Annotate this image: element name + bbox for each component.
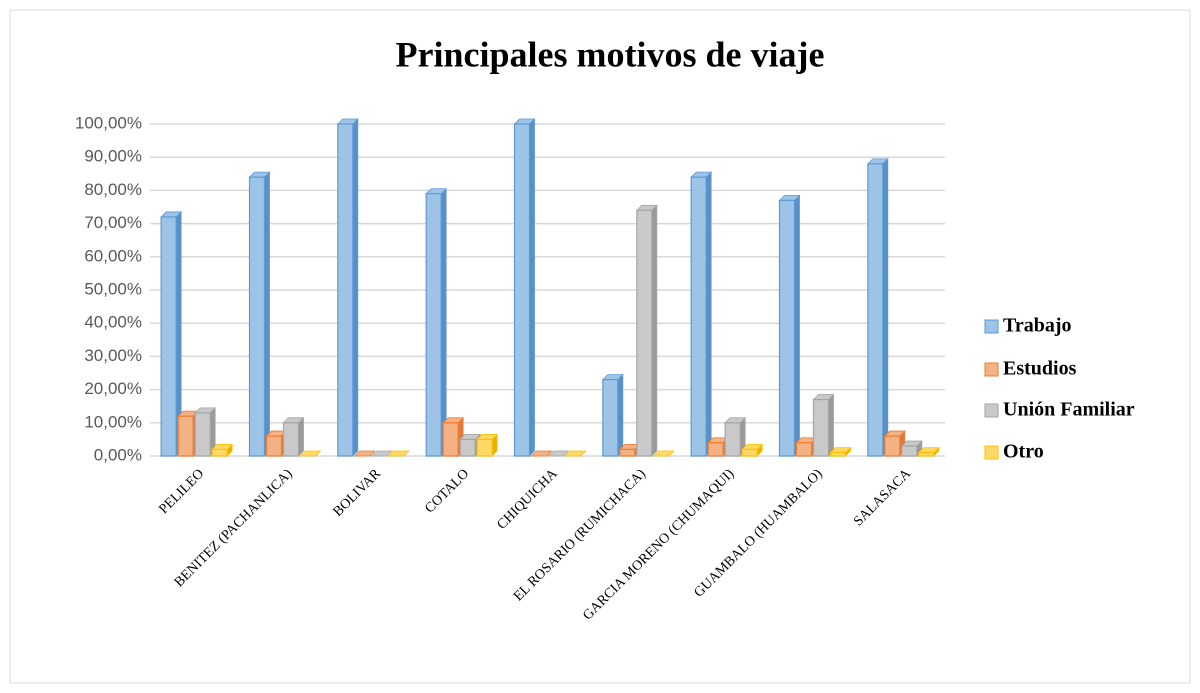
y-tick-label: 100,00% — [75, 113, 142, 132]
chart-title: Principales motivos de viaje — [396, 34, 825, 74]
bar-side — [264, 171, 270, 457]
bar — [918, 452, 935, 457]
legend-swatch — [984, 319, 999, 334]
bar — [265, 435, 283, 457]
bar — [812, 398, 830, 457]
bar — [459, 438, 476, 457]
legend-label: Otro — [1003, 441, 1044, 463]
legend-label: Estudios — [1003, 358, 1077, 380]
bar-top — [564, 450, 587, 457]
bar — [282, 422, 300, 457]
bar — [619, 448, 636, 457]
bar — [513, 123, 531, 457]
bar-side — [352, 118, 359, 457]
bar — [795, 442, 813, 457]
y-tick-label: 70,00% — [84, 213, 142, 232]
bar — [337, 123, 354, 457]
bar-top — [530, 450, 553, 457]
bar — [724, 422, 741, 457]
bar — [829, 452, 847, 457]
bar-side — [705, 171, 712, 457]
bar-top — [299, 450, 322, 457]
bar — [636, 209, 653, 457]
bar-top — [353, 450, 376, 457]
bar-side — [298, 416, 304, 457]
bar — [177, 415, 194, 457]
legend-label: Unión Familiar — [1003, 399, 1135, 421]
bar-top — [652, 450, 675, 457]
bar — [476, 438, 493, 457]
bar — [442, 422, 459, 457]
bar — [690, 176, 707, 457]
y-tick-label: 0,00% — [94, 445, 142, 464]
bar-side — [440, 187, 447, 457]
y-tick-label: 50,00% — [84, 279, 142, 298]
bar — [211, 448, 228, 457]
legend-swatch — [984, 362, 999, 377]
bar — [602, 379, 619, 457]
y-tick-label: 90,00% — [84, 147, 142, 166]
bar — [160, 216, 177, 457]
chart-border — [9, 9, 1191, 684]
bar-side — [617, 373, 624, 457]
bar-top — [547, 450, 570, 457]
bar-side — [794, 194, 800, 457]
bar-side — [529, 118, 535, 457]
y-tick-label: 30,00% — [84, 346, 142, 365]
y-tick-label: 10,00% — [84, 412, 142, 431]
bar-top — [387, 450, 410, 457]
legend-label: Trabajo — [1003, 315, 1072, 337]
bar — [707, 442, 724, 457]
bar — [884, 435, 901, 457]
y-tick-label: 40,00% — [84, 313, 142, 332]
y-tick-label: 80,00% — [84, 180, 142, 199]
y-tick-label: 20,00% — [84, 379, 142, 398]
legend-swatch — [984, 445, 999, 460]
bar — [248, 176, 266, 457]
bar-side — [882, 157, 889, 457]
bar-side — [651, 204, 658, 457]
bar-top — [370, 450, 393, 457]
bar — [867, 163, 884, 457]
legend-swatch — [984, 403, 999, 418]
bar — [901, 445, 918, 457]
bar — [741, 448, 758, 457]
bar — [425, 193, 442, 457]
bar — [778, 199, 796, 457]
bar-side — [828, 393, 834, 457]
y-tick-label: 60,00% — [84, 246, 142, 265]
bar — [194, 412, 211, 457]
